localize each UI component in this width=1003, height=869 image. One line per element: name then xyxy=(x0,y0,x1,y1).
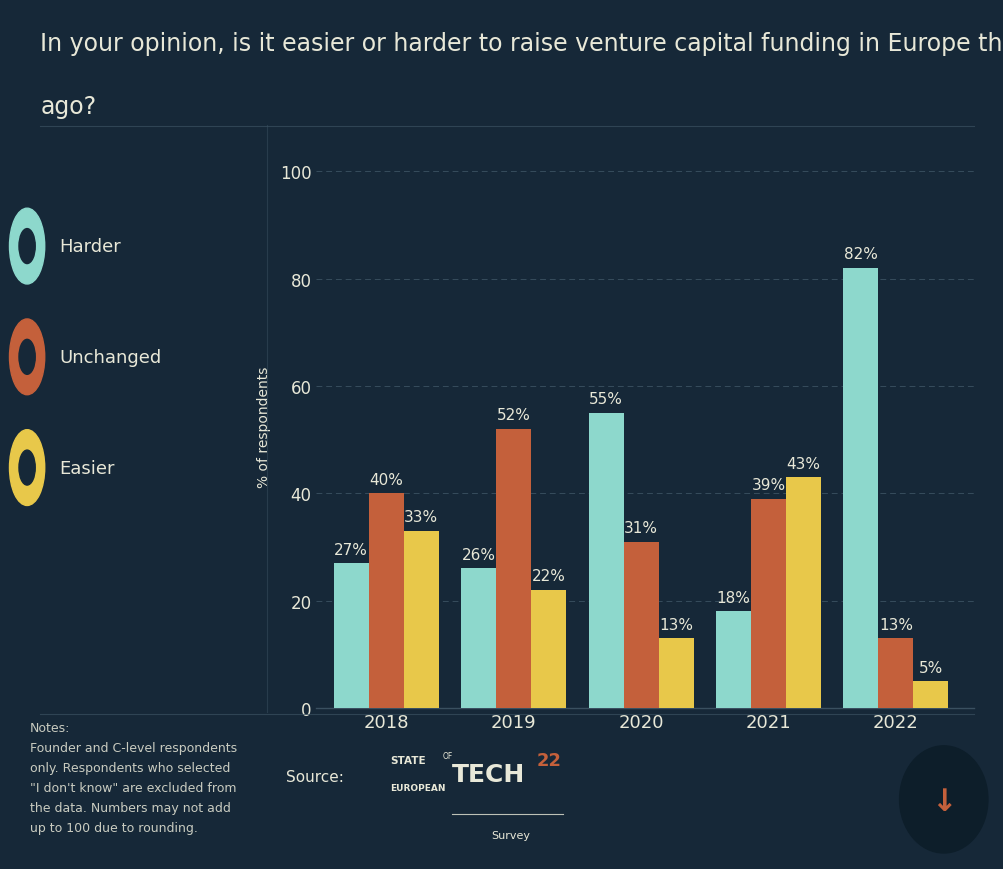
Text: Unchanged: Unchanged xyxy=(59,348,161,367)
Text: Harder: Harder xyxy=(59,238,121,255)
Text: 22%: 22% xyxy=(532,569,565,584)
Text: TECH: TECH xyxy=(451,762,525,786)
Bar xyxy=(495,429,531,708)
Bar xyxy=(460,569,495,708)
Text: 27%: 27% xyxy=(334,542,368,557)
Text: 40%: 40% xyxy=(369,472,403,488)
Text: Easier: Easier xyxy=(59,459,115,477)
Bar xyxy=(403,531,438,708)
Circle shape xyxy=(9,320,45,395)
Bar xyxy=(588,414,623,708)
Bar xyxy=(913,681,948,708)
Text: Survey: Survey xyxy=(490,830,530,840)
Circle shape xyxy=(9,430,45,506)
Circle shape xyxy=(19,340,35,375)
Y-axis label: % of respondents: % of respondents xyxy=(257,366,271,488)
Text: 43%: 43% xyxy=(785,456,819,471)
Text: In your opinion, is it easier or harder to raise venture capital funding in Euro: In your opinion, is it easier or harder … xyxy=(40,31,1003,56)
Bar xyxy=(658,639,693,708)
Text: 39%: 39% xyxy=(750,478,784,493)
Bar xyxy=(333,563,368,708)
Text: 33%: 33% xyxy=(404,510,438,525)
Circle shape xyxy=(19,229,35,264)
Bar xyxy=(715,612,750,708)
Text: 13%: 13% xyxy=(658,617,692,632)
Bar xyxy=(878,639,913,708)
Text: Notes:
Founder and C-level respondents
only. Respondents who selected
"I don't k: Notes: Founder and C-level respondents o… xyxy=(30,721,237,834)
Text: ↓: ↓ xyxy=(930,787,956,816)
Bar xyxy=(623,542,658,708)
Text: 55%: 55% xyxy=(589,392,623,407)
Text: 82%: 82% xyxy=(844,247,877,262)
Text: 5%: 5% xyxy=(918,660,942,675)
Point xyxy=(557,809,569,819)
Bar xyxy=(368,494,403,708)
Circle shape xyxy=(899,746,987,853)
Text: 18%: 18% xyxy=(716,590,749,606)
Text: Source:: Source: xyxy=(286,769,343,785)
Text: OF: OF xyxy=(442,752,452,760)
Bar xyxy=(785,478,820,708)
Text: STATE: STATE xyxy=(390,755,425,766)
Text: ago?: ago? xyxy=(40,95,96,118)
Text: 13%: 13% xyxy=(878,617,912,632)
Text: 26%: 26% xyxy=(461,547,495,562)
Text: 52%: 52% xyxy=(496,408,531,423)
Text: 31%: 31% xyxy=(624,521,657,535)
Text: 22: 22 xyxy=(537,751,562,769)
Bar xyxy=(531,590,566,708)
Point xyxy=(445,809,457,819)
Circle shape xyxy=(19,450,35,486)
Bar xyxy=(843,269,878,708)
Text: EUROPEAN: EUROPEAN xyxy=(390,784,445,793)
Bar xyxy=(750,499,785,708)
Circle shape xyxy=(9,209,45,285)
